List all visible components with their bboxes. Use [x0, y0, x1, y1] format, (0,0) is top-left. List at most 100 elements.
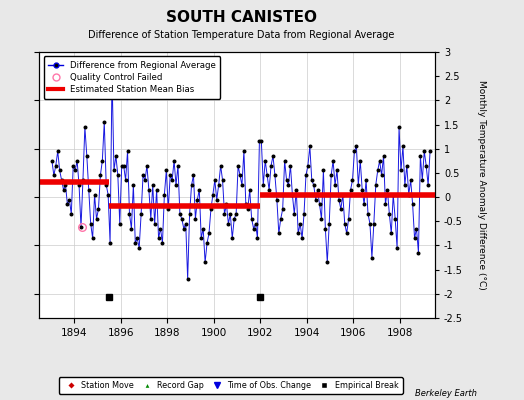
Point [317, 216, 325, 222]
Point [145, 187, 153, 193]
Point [207, 206, 215, 212]
Point [364, 211, 372, 217]
Point [58, 177, 66, 183]
Point [143, 162, 151, 169]
Point [112, 153, 120, 159]
Point [395, 124, 403, 130]
Point [69, 162, 78, 169]
Point [89, 235, 97, 241]
Point [300, 211, 308, 217]
Point [379, 153, 388, 159]
Point [352, 143, 361, 150]
Point [117, 162, 126, 169]
Point [418, 177, 427, 183]
Point [275, 230, 283, 236]
Point [211, 177, 219, 183]
Point [53, 148, 62, 154]
Point [294, 230, 302, 236]
Text: Berkeley Earth: Berkeley Earth [415, 389, 477, 398]
Point [296, 220, 304, 227]
Text: SOUTH CANISTEO: SOUTH CANISTEO [166, 10, 316, 25]
Point [189, 172, 198, 178]
Point [343, 230, 351, 236]
Point [255, 138, 264, 145]
Point [104, 192, 112, 198]
Point [292, 187, 300, 193]
Point [51, 162, 60, 169]
Point [383, 187, 391, 193]
Point [116, 220, 124, 227]
Point [199, 225, 208, 232]
Point [344, 216, 353, 222]
Point [381, 201, 390, 208]
Point [156, 225, 165, 232]
Point [397, 167, 405, 174]
Point [391, 216, 399, 222]
Point [305, 143, 314, 150]
Point [164, 206, 172, 212]
Point [123, 148, 132, 154]
Point [75, 182, 83, 188]
Point [252, 220, 260, 227]
Point [402, 162, 411, 169]
Point [205, 230, 213, 236]
Point [261, 158, 269, 164]
Point [50, 172, 58, 178]
Point [319, 167, 328, 174]
Point [269, 153, 277, 159]
Point [188, 182, 196, 188]
Point [222, 201, 231, 208]
Point [271, 172, 279, 178]
Point [150, 220, 159, 227]
Point [48, 158, 56, 164]
Legend: Difference from Regional Average, Quality Control Failed, Estimated Station Mean: Difference from Regional Average, Qualit… [43, 56, 221, 99]
Point [96, 172, 105, 178]
Point [389, 192, 397, 198]
Point [399, 143, 407, 150]
Point [81, 124, 89, 130]
Point [71, 167, 79, 174]
Point [278, 206, 287, 212]
Point [234, 162, 242, 169]
Point [311, 196, 320, 203]
Point [226, 211, 235, 217]
Point [280, 158, 289, 164]
Point [178, 216, 186, 222]
Point [172, 182, 180, 188]
Point [213, 196, 221, 203]
Point [166, 172, 174, 178]
Point [220, 211, 228, 217]
Point [282, 177, 291, 183]
Point [65, 196, 73, 203]
Point [354, 182, 363, 188]
Point [302, 172, 310, 178]
Point [368, 254, 376, 261]
Point [315, 201, 324, 208]
Point [272, 196, 281, 203]
Y-axis label: Monthly Temperature Anomaly Difference (°C): Monthly Temperature Anomaly Difference (… [477, 80, 486, 290]
Point [346, 187, 355, 193]
Point [98, 158, 106, 164]
Point [67, 211, 75, 217]
Point [405, 192, 413, 198]
Point [286, 162, 294, 169]
Point [348, 177, 357, 183]
Point [176, 211, 184, 217]
Point [224, 220, 233, 227]
Point [376, 158, 384, 164]
Point [325, 220, 333, 227]
Point [374, 167, 382, 174]
Point [197, 235, 205, 241]
Point [160, 192, 169, 198]
Point [253, 235, 261, 241]
Point [131, 240, 139, 246]
Point [360, 201, 368, 208]
Point [155, 235, 163, 241]
Point [323, 259, 332, 266]
Point [170, 158, 178, 164]
Point [369, 220, 378, 227]
Legend: Station Move, Record Gap, Time of Obs. Change, Empirical Break: Station Move, Record Gap, Time of Obs. C… [59, 377, 402, 394]
Point [327, 172, 335, 178]
Point [183, 276, 192, 282]
Point [412, 225, 421, 232]
